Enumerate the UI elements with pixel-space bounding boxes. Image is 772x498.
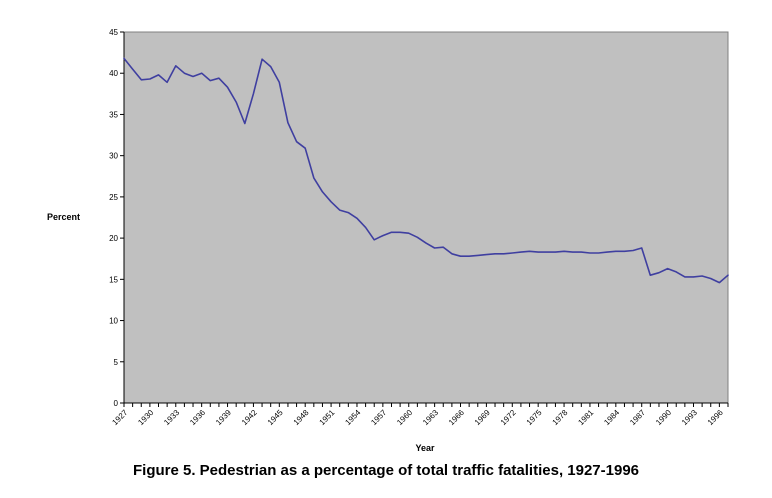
x-tick-label: 1972 bbox=[499, 408, 518, 427]
y-tick-label: 25 bbox=[109, 193, 118, 202]
x-axis-title: Year bbox=[415, 443, 435, 453]
series-line bbox=[123, 57, 729, 284]
x-tick-label: 1927 bbox=[110, 408, 129, 427]
x-tick-label: 1948 bbox=[292, 408, 311, 427]
x-tick-label: 1951 bbox=[318, 408, 337, 427]
x-tick-label: 1945 bbox=[266, 408, 285, 427]
y-tick-label: 45 bbox=[109, 28, 118, 37]
plot-area bbox=[123, 31, 729, 404]
x-tick-label: 1966 bbox=[447, 408, 466, 427]
y-tick-label: 5 bbox=[114, 358, 119, 367]
x-tick-label: 1969 bbox=[473, 408, 492, 427]
y-tick-label: 15 bbox=[109, 275, 118, 284]
figure-caption: Figure 5. Pedestrian as a percentage of … bbox=[132, 462, 640, 479]
x-tick-label: 1954 bbox=[343, 408, 362, 427]
y-tick-label: 40 bbox=[109, 69, 118, 78]
x-tick-label: 1987 bbox=[628, 408, 647, 427]
x-axis-ticks: 1927 1930 1933 1936 1939 1942 1945 1948 1951 1954… bbox=[110, 403, 729, 427]
x-tick-label: 1939 bbox=[214, 408, 233, 427]
x-tick-label: 1960 bbox=[395, 408, 414, 427]
x-tick-label: 1930 bbox=[136, 408, 155, 427]
x-tick-label: 1978 bbox=[551, 408, 570, 427]
x-tick-label: 1957 bbox=[369, 408, 388, 427]
y-tick-label: 35 bbox=[109, 110, 118, 119]
x-tick-label: 1933 bbox=[162, 408, 181, 427]
x-tick-label: 1975 bbox=[525, 408, 544, 427]
y-tick-label: 0 bbox=[114, 399, 119, 408]
x-tick-label: 1963 bbox=[421, 408, 440, 427]
x-tick-label: 1936 bbox=[188, 408, 207, 427]
y-axis-title: Percent bbox=[47, 212, 80, 222]
x-tick-label: 1981 bbox=[576, 408, 595, 427]
x-tick-label: 1996 bbox=[706, 408, 725, 427]
y-tick-label: 10 bbox=[109, 317, 118, 326]
x-tick-label: 1984 bbox=[602, 408, 621, 427]
y-tick-label: 20 bbox=[109, 234, 118, 243]
y-axis-ticks: 0 5 10 15 20 25 30 35 40 45 bbox=[109, 28, 124, 408]
x-tick-label: 1990 bbox=[654, 408, 673, 427]
x-tick-label: 1993 bbox=[680, 408, 699, 427]
x-tick-label: 1942 bbox=[240, 408, 259, 427]
y-tick-label: 30 bbox=[109, 152, 118, 161]
